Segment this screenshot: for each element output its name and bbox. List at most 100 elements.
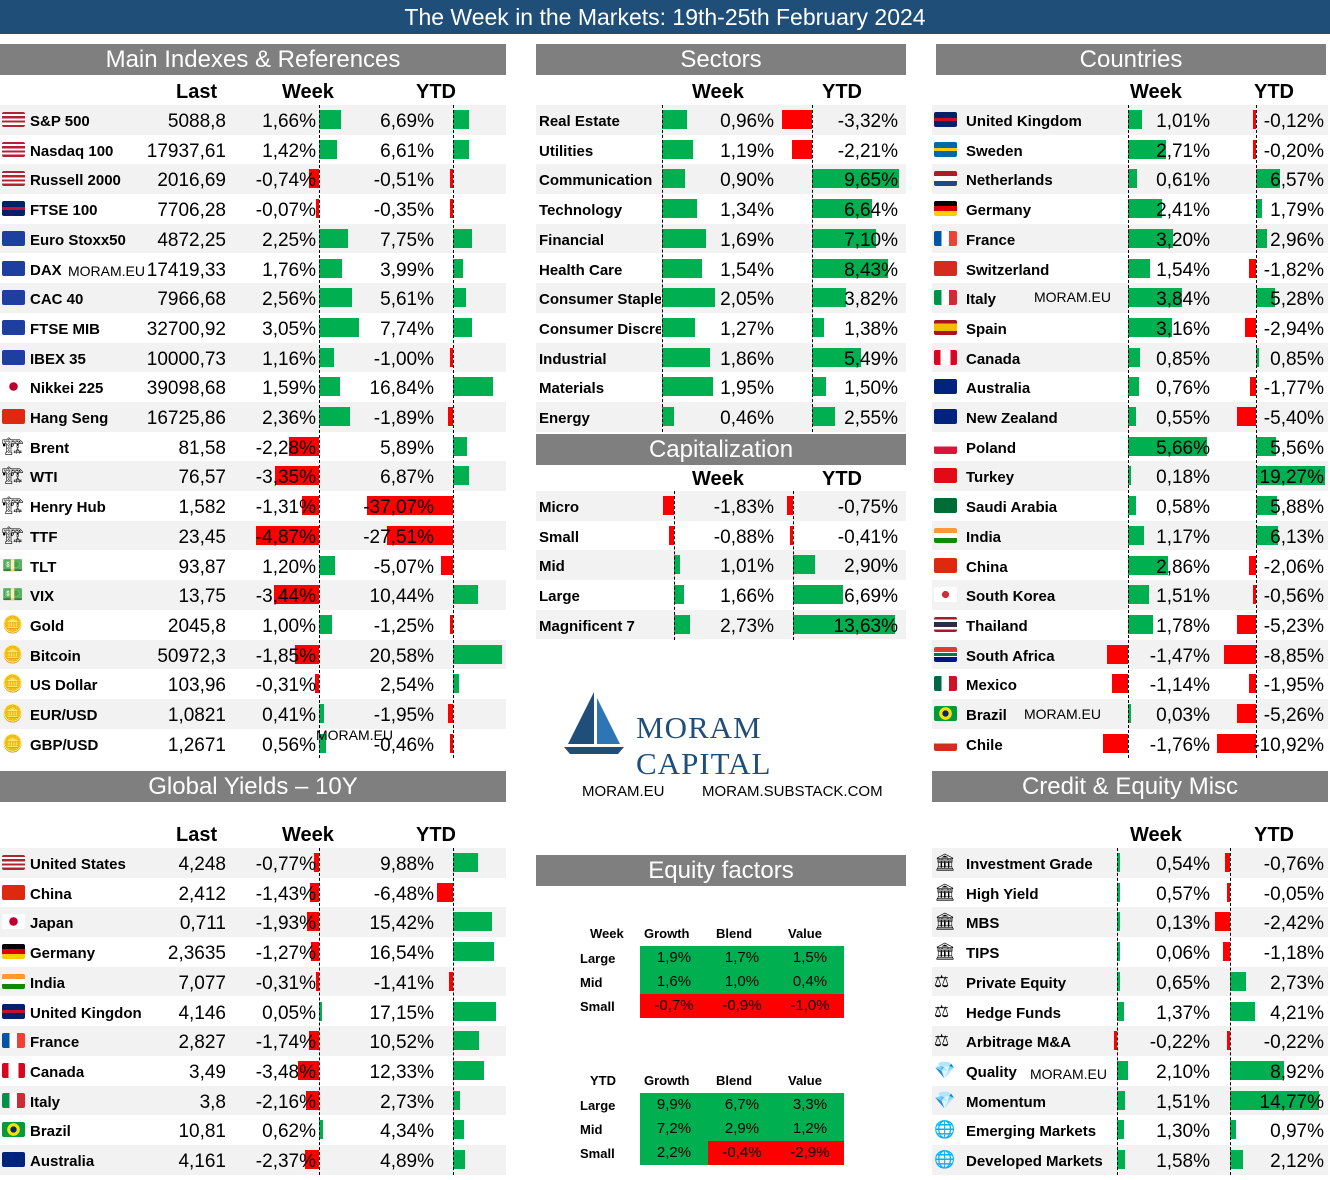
week-bar [308,1031,319,1051]
row-ytd-value: 12,33% [369,1061,434,1083]
row-week-value: 1,54% [1156,259,1210,281]
row-ytd-value: 4,34% [380,1121,434,1143]
scale-icon: ⚖ [934,1031,950,1051]
row-label: Bitcoin [30,647,81,665]
credit-col-week: Week [1130,824,1182,846]
week-bar [310,882,319,902]
south-africa-flag-icon [934,646,957,662]
row-last-value: 1,582 [178,497,226,519]
ytd-bar [453,1060,484,1080]
scale-icon: ⚖ [934,1001,950,1021]
moram-eu-link[interactable]: MORAM.EU [582,783,665,800]
row-last-value: 17937,61 [146,140,226,162]
factor-row-label: Large [580,951,616,966]
row-label: VIX [30,588,55,606]
week-bar [1128,466,1131,486]
sweden-flag-icon [934,141,957,157]
ytd-bar [787,496,793,515]
row-ytd-value: -5,26% [1263,705,1324,726]
week-bar [1114,1031,1117,1051]
row-ytd-value: 6,61% [380,140,434,162]
row-ytd-value: -1,77% [1263,378,1324,400]
eu-flag-icon [2,349,25,365]
row-ytd-value: 5,56% [1270,437,1324,459]
week-bar [1117,971,1121,991]
ytd-bar [453,110,470,129]
row-ytd-value: -1,41% [373,972,434,994]
week-bar [319,733,327,753]
capitalization-table: Micro -1,83% -0,75% Small -0,88% -0,41% Mid 1,0… [536,491,906,641]
brazil-flag-icon [2,1122,25,1138]
row-week-value: 1,86% [720,348,774,370]
table-row: Canada 3,49 -3,48% 12,33% [0,1056,506,1086]
table-row: ⚖ Arbitrage M&A -0,22% -0,22% [932,1026,1328,1056]
row-ytd-value: 1,79% [1270,200,1324,222]
ytd-bar [1236,407,1256,426]
row-ytd-value: -0,20% [1263,140,1324,162]
ytd-bar [1227,1031,1230,1051]
saudi-flag-icon [934,498,957,514]
row-week-value: 1,42% [262,140,316,162]
row-ytd-value: -1,18% [1263,943,1324,965]
moram-substack-link[interactable]: MORAM.SUBSTACK.COM [702,783,883,800]
week-bar [1117,1060,1128,1080]
table-row: FTSE 100 7706,28 -0,07% -0,35% [0,194,506,224]
ytd-bar [1225,853,1230,872]
row-ytd-value: 10,52% [369,1032,434,1054]
china-flag-icon [2,884,25,900]
row-week-value: -1,83% [713,497,774,518]
row-label: IBEX 35 [30,350,86,368]
row-last-value: 5088,8 [167,111,226,132]
ytd-bar [793,614,896,634]
zero-axis [793,491,794,640]
week-bar [1117,912,1120,932]
week-bar [319,228,349,248]
row-ytd-value: -1,25% [373,615,434,637]
table-row: Saudi Arabia 0,58% 5,88% [932,491,1328,521]
table-row: New Zealand 0,55% -5,40% [932,402,1328,432]
zero-axis [812,105,813,432]
row-label: United Kingdom [966,113,1082,130]
row-week-value: 0,56% [262,734,316,756]
ytd-bar [448,407,453,426]
table-row: Netherlands 0,61% 6,57% [932,164,1328,195]
row-week-value: 5,66% [1156,437,1210,459]
ytd-bar [453,644,503,664]
week-bar [662,110,687,129]
week-bar [274,585,319,605]
row-label: CAC 40 [30,291,84,309]
row-ytd-value: -3,32% [837,111,898,132]
thailand-flag-icon [934,616,957,632]
week-bar [319,110,341,129]
week-bar [319,614,332,634]
row-last-value: 39098,68 [146,378,226,400]
table-row: 🏛 TIPS 0,06% -1,18% [932,937,1328,967]
week-bar [662,228,706,248]
row-label: Chile [966,736,1003,754]
scale-icon: ⚖ [934,971,950,991]
ytd-bar [453,1031,480,1051]
factor-corner-label: YTD [590,1073,616,1088]
row-week-value: 1,69% [720,229,774,251]
table-row: 🪙 Bitcoin 50972,3 -1,85% 20,58% [0,639,506,670]
row-week-value: -0,88% [713,526,774,548]
factor-cell: -0,9% [708,994,776,1018]
row-ytd-value: 15,42% [369,913,434,935]
logo-text: MORAM CAPITAL [636,710,772,781]
row-ytd-value: 5,49% [844,348,898,370]
row-week-value: -3,44% [255,586,316,608]
row-label: TLT [30,558,57,576]
row-last-value: 7966,68 [157,289,226,311]
netherlands-flag-icon [934,171,957,187]
table-row: 🪙 EUR/USD 1,0821 0,41% -1,95% [0,699,506,729]
row-ytd-value: -1,82% [1263,259,1324,281]
globe-icon: 🌐 [934,1150,956,1169]
coins-icon: 🪙 [2,674,24,694]
row-ytd-value: -1,95% [1263,675,1324,697]
ytd-bar [1222,942,1230,962]
row-week-value: 1,20% [262,556,316,578]
factor-corner-label: Week [590,926,624,941]
row-week-value: -0,31% [255,972,316,994]
row-label: Henry Hub [30,499,106,517]
week-bar [314,674,319,694]
